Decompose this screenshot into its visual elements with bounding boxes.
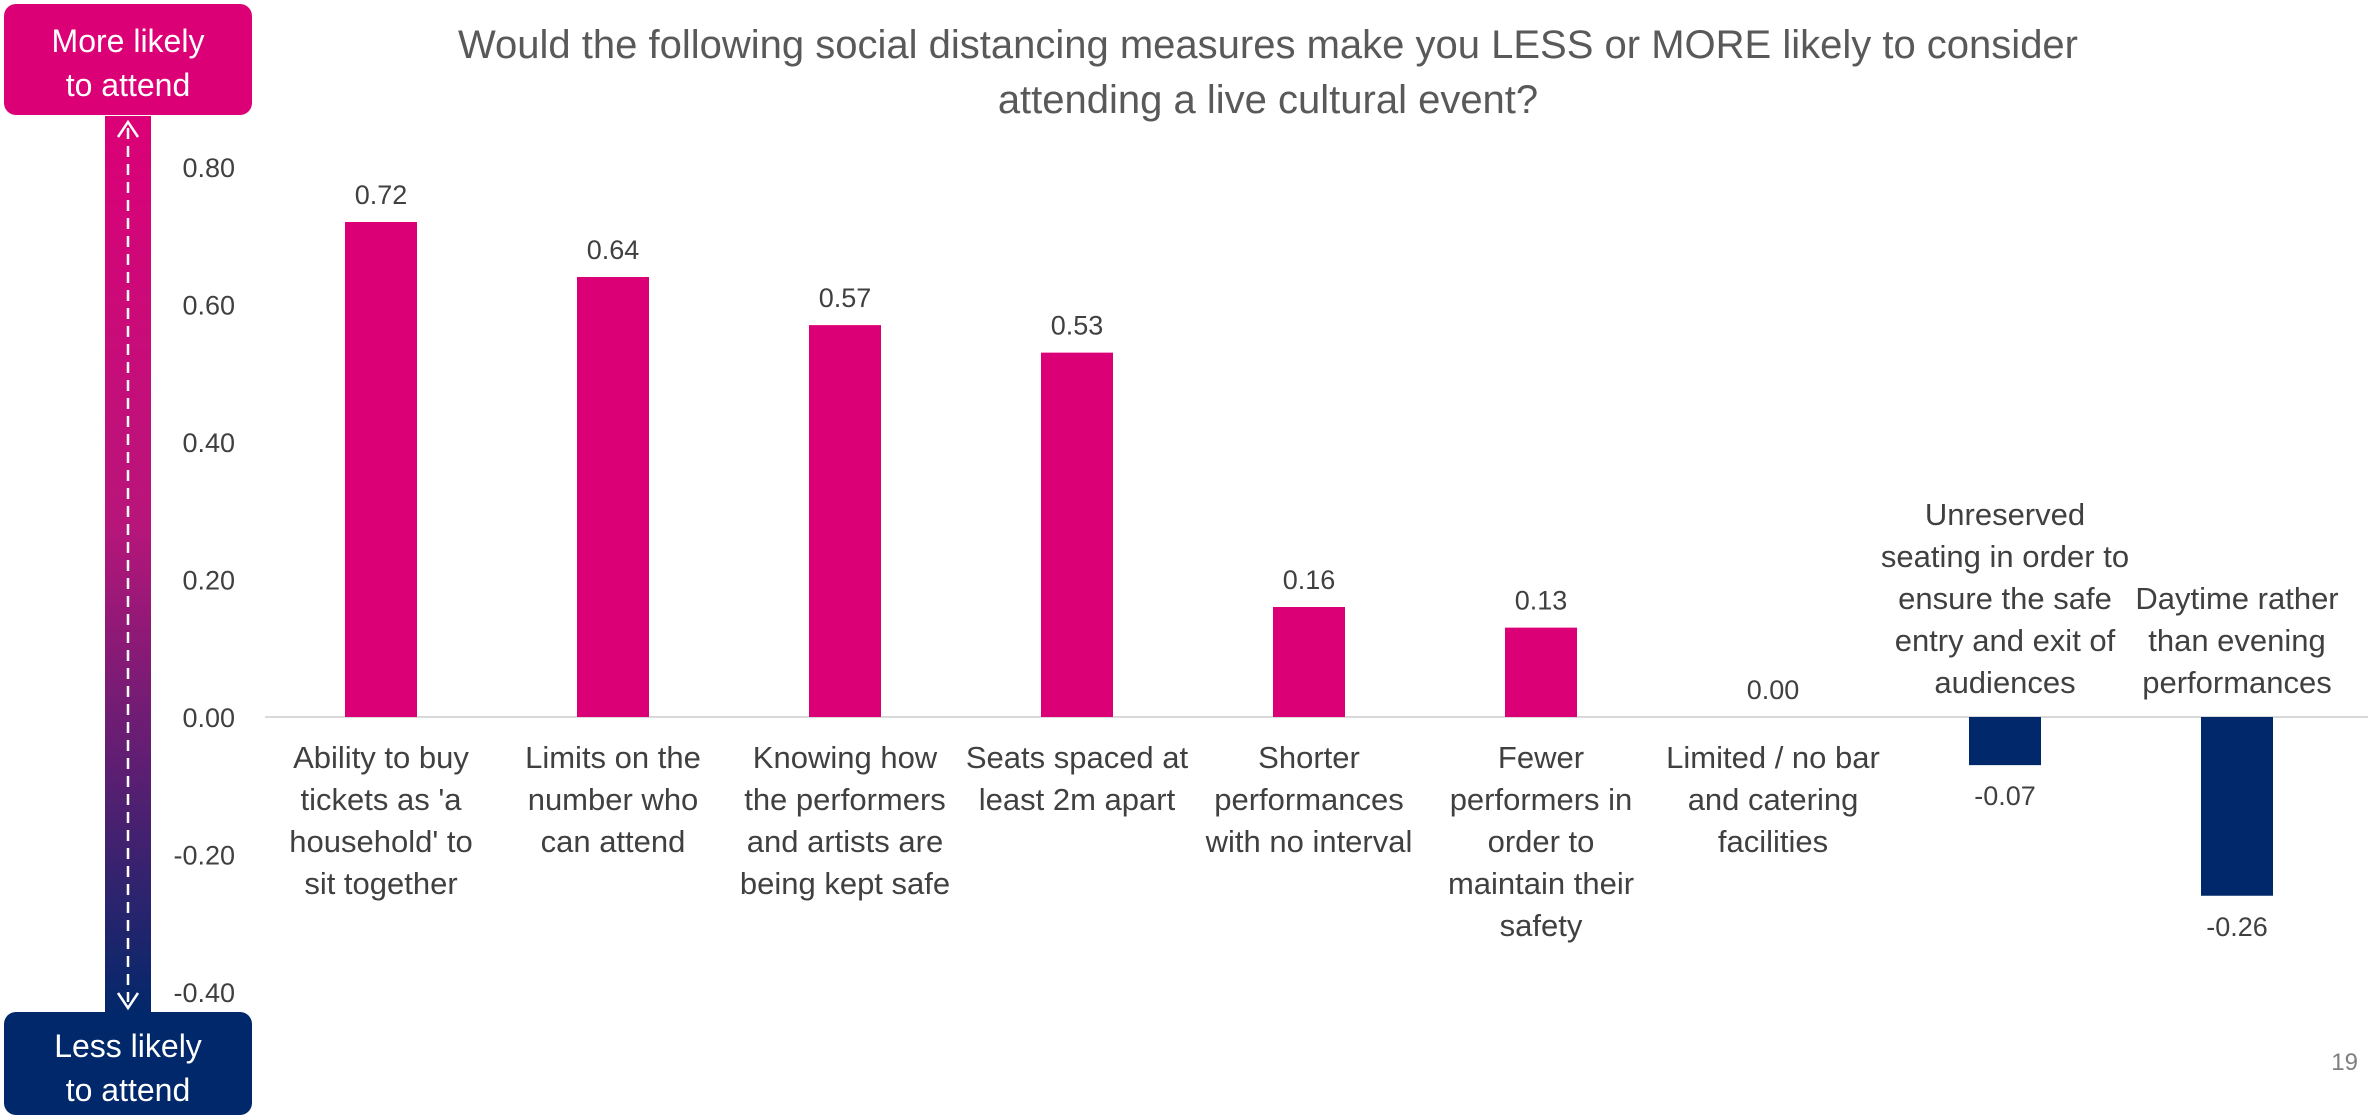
- bar-8: [1969, 717, 2041, 766]
- bar-9: [2201, 717, 2273, 896]
- chart-title-line-1: Would the following social distancing me…: [458, 23, 2078, 67]
- y-tick-label: 0.20: [182, 566, 235, 596]
- chart-title-line-2: attending a live cultural event?: [998, 78, 1538, 122]
- category-label: performers in: [1450, 782, 1633, 817]
- less-likely-badge: [4, 1012, 252, 1115]
- data-label: 0.53: [1051, 311, 1104, 341]
- category-label: maintain their: [1448, 866, 1634, 901]
- category-label: household' to: [289, 824, 472, 859]
- bar-5: [1273, 607, 1345, 717]
- less-likely-label-line-2: to attend: [66, 1072, 191, 1108]
- y-tick-label: -0.40: [173, 978, 235, 1008]
- category-label: Knowing how: [753, 740, 938, 775]
- category-label: ensure the safe: [1898, 581, 2112, 616]
- category-label: and artists are: [747, 824, 943, 859]
- more-likely-label-line-2: to attend: [66, 67, 191, 103]
- category-label: entry and exit of: [1895, 623, 2116, 658]
- category-label: Limits on the: [525, 740, 701, 775]
- scale-arrow-down-icon: [116, 992, 140, 1011]
- category-label: and catering: [1688, 782, 1859, 817]
- bar-2: [577, 277, 649, 717]
- more-likely-badge: [4, 4, 252, 115]
- category-label: with no interval: [1205, 824, 1413, 859]
- category-label: facilities: [1718, 824, 1828, 859]
- category-label: Fewer: [1498, 740, 1584, 775]
- category-label: Shorter: [1258, 740, 1360, 775]
- bar-6: [1505, 627, 1577, 717]
- category-label: least 2m apart: [979, 782, 1176, 817]
- category-label: audiences: [1934, 665, 2075, 700]
- category-label: seating in order to: [1881, 539, 2129, 574]
- category-label: tickets as 'a: [301, 782, 463, 817]
- category-label: Daytime rather: [2135, 581, 2338, 616]
- y-tick-label: 0.60: [182, 291, 235, 321]
- data-label: -0.26: [2206, 912, 2268, 942]
- y-tick-label: 0.80: [182, 153, 235, 183]
- less-likely-label-line-1: Less likely: [54, 1028, 202, 1064]
- category-label: Seats spaced at: [966, 740, 1189, 775]
- more-likely-label-line-1: More likely: [52, 23, 205, 59]
- bar-3: [809, 325, 881, 717]
- y-tick-label: 0.40: [182, 428, 235, 458]
- category-label: Limited / no bar: [1666, 740, 1880, 775]
- y-tick-label: -0.20: [173, 841, 235, 871]
- category-label: performances: [2142, 665, 2332, 700]
- category-label: being kept safe: [740, 866, 950, 901]
- category-label: Ability to buy: [293, 740, 469, 775]
- scale-arrow-up-icon: [116, 119, 140, 138]
- category-label: performances: [1214, 782, 1404, 817]
- bar-4: [1041, 352, 1113, 717]
- data-label: -0.07: [1974, 781, 2036, 811]
- data-label: 0.64: [587, 235, 640, 265]
- data-label: 0.00: [1747, 675, 1800, 705]
- category-label: the performers: [744, 782, 946, 817]
- category-label: number who: [528, 782, 699, 817]
- data-label: 0.72: [355, 180, 408, 210]
- y-tick-label: 0.00: [182, 703, 235, 733]
- category-label: safety: [1500, 908, 1583, 943]
- category-label: Unreserved: [1925, 497, 2085, 532]
- bar-1: [345, 222, 417, 717]
- data-label: 0.57: [819, 283, 872, 313]
- data-label: 0.16: [1283, 565, 1336, 595]
- page-number: 19: [2331, 1049, 2358, 1076]
- category-label: can attend: [541, 824, 686, 859]
- likelihood-scale: More likely to attend Less likely to att…: [4, 4, 252, 1115]
- category-label: than evening: [2148, 623, 2326, 658]
- category-label: order to: [1488, 824, 1595, 859]
- plot-area: 0.80 0.60 0.40 0.20 0.00 -0.20 -0.40 0.72 Abilit…: [173, 153, 2368, 1008]
- data-label: 0.13: [1515, 586, 1568, 616]
- category-label: sit together: [304, 866, 457, 901]
